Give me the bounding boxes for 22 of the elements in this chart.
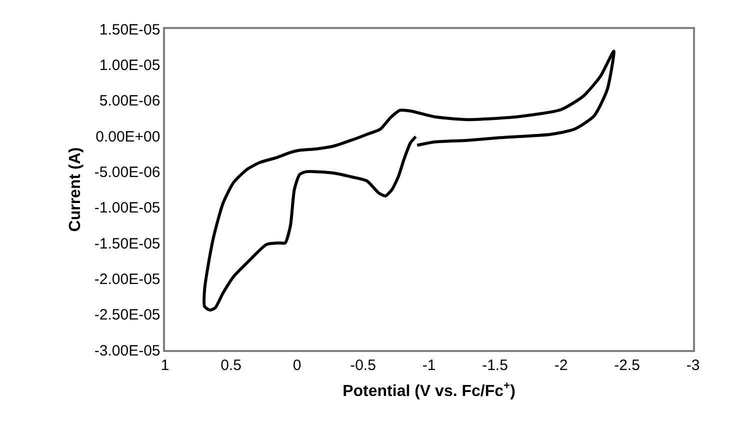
y-tick-label: 0.00E+00	[96, 128, 160, 146]
y-axis-title: Current (A)	[66, 147, 84, 232]
x-tick-label: 0	[292, 356, 302, 374]
y-tick-label: -2.00E-05	[94, 270, 160, 288]
y-tick-label: -2.50E-05	[94, 306, 160, 324]
y-tick-label: -3.00E-05	[94, 342, 160, 360]
y-tick-label: 5.00E-06	[99, 92, 160, 110]
x-tick-label: -2.5	[614, 356, 640, 374]
x-axis-title: Potential (V vs. Fc/Fc$^{+}$)	[342, 380, 516, 400]
x-tick-label: -1	[422, 356, 436, 374]
y-tick-label: -1.50E-05	[94, 235, 160, 252]
y-tick-label: -1.00E-05	[94, 200, 160, 217]
line-series	[202, 50, 616, 312]
x-tick-label: 1	[160, 356, 170, 374]
x-tick-label: -3	[686, 356, 700, 374]
x-tick-label: -2	[554, 356, 568, 374]
x-tick-label: -1.5	[482, 356, 508, 374]
y-tick-label: -5.00E-06	[94, 164, 160, 181]
x-tick-label: -0.5	[350, 356, 376, 374]
y-tick-label: 1.00E-05	[99, 56, 160, 74]
y-tick-label: 1.50E-05	[99, 21, 160, 38]
x-tick-label: 0.5	[220, 356, 242, 374]
